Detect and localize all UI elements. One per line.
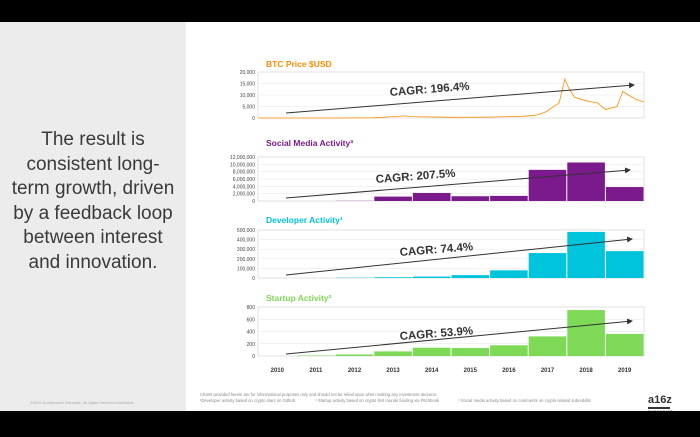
bar-2018 [567, 162, 605, 201]
chart-3: Startup Activity² 800 600 400 200 0 CAGR: 53.9… [247, 293, 645, 374]
trend-arrow [285, 82, 635, 114]
bar-2014 [412, 347, 451, 356]
bar-2014 [412, 276, 451, 278]
letterbox-bottom [0, 411, 700, 437]
y-tick-label: 200 [247, 342, 256, 348]
bar-2014 [412, 192, 451, 201]
bar-2013 [374, 277, 412, 278]
bar-2016 [490, 195, 528, 201]
bar-2019 [605, 333, 644, 356]
y-tick-label: 2,000,000 [233, 192, 255, 198]
y-tick-label: 400 [247, 330, 256, 336]
y-tick-label: 400,000 [237, 238, 255, 244]
x-tick-label: 2016 [502, 368, 516, 374]
charts-svg: BTC Price $USD 20,000 15,000 10,000 5,000 0 CA… [230, 59, 645, 374]
y-tick-label: 6,000,000 [233, 177, 255, 183]
bar-2012 [335, 354, 374, 356]
y-tick-label: 300,000 [237, 247, 255, 253]
bar-2017 [528, 336, 567, 356]
bar-2018 [567, 310, 605, 356]
y-tick-label: 0 [252, 276, 255, 282]
y-tick-label: 4,000,000 [233, 184, 255, 190]
footnote-social: ³ Social media activity based on comment… [458, 398, 591, 403]
bar-2018 [567, 231, 605, 278]
bar-2013 [374, 351, 412, 356]
y-tick-label: 0 [252, 116, 255, 122]
y-tick-label: 12,000,000 [230, 155, 255, 161]
chart-title: Social Media Activity³ [266, 138, 353, 148]
y-tick-label: 800 [247, 305, 256, 311]
x-tick-label: 2017 [541, 368, 555, 374]
footnote-developer: ¹Developer activity based on crypto star… [200, 398, 297, 403]
y-tick-label: 100,000 [237, 266, 255, 272]
x-tick-label: 2015 [464, 368, 478, 374]
y-tick-label: 10,000 [240, 93, 256, 99]
bar-2017 [528, 253, 567, 278]
chart-2: Developer Activity¹ 500,000 400,000 300,000… [237, 215, 645, 282]
chart-1: Social Media Activity³ 12,000,00010,000,0… [230, 138, 645, 205]
y-tick-label: 20,000 [240, 70, 256, 76]
bar-2013 [374, 196, 412, 201]
logo-bar [648, 407, 670, 409]
cagr-label: CAGR: 74.4% [399, 241, 473, 259]
trend-arrow [285, 318, 633, 355]
disclaimer-text: Charts provided herein are for informati… [200, 392, 438, 397]
bar-2015 [451, 275, 490, 278]
y-tick-label: 0 [252, 199, 255, 205]
bar-2019 [605, 251, 644, 278]
x-tick-label: 2019 [618, 368, 632, 374]
trend-arrow [285, 167, 631, 199]
chart-title: BTC Price $USD [266, 59, 332, 69]
bar-2016 [490, 345, 528, 356]
y-tick-label: 0 [252, 354, 255, 360]
footnote-startup: ² Startup activity based on crypto first… [315, 398, 440, 403]
logo-text: a16z [648, 394, 672, 406]
footnotes: Charts provided herein are for informati… [200, 392, 609, 404]
x-tick-label: 2018 [579, 368, 593, 374]
y-tick-label: 15,000 [240, 82, 256, 88]
cagr-label: CAGR: 207.5% [375, 168, 456, 186]
chart-title: Developer Activity¹ [266, 215, 343, 225]
bar-2019 [605, 187, 644, 201]
y-tick-label: 5,000 [242, 105, 255, 111]
y-tick-label: 200,000 [237, 257, 255, 263]
x-tick-label: 2011 [309, 368, 323, 374]
x-tick-label: 2014 [425, 368, 439, 374]
chart-0: BTC Price $USD20,00015,00010,0005,0000CA… [240, 59, 645, 122]
bar-2016 [490, 270, 528, 278]
plot-frame [257, 229, 645, 279]
copyright-text: ©2020 Andreessen Horowitz. All rights re… [30, 400, 135, 405]
chart-title: Startup Activity² [266, 293, 332, 303]
y-tick-label: 8,000,000 [233, 170, 255, 176]
trend-arrow [285, 236, 633, 276]
letterbox-top [0, 0, 700, 22]
left-panel: The result is consistent long-term growt… [0, 22, 186, 411]
cagr-label: CAGR: 53.9% [399, 325, 473, 343]
x-tick-label: 2012 [348, 368, 362, 374]
x-tick-label: 2010 [271, 368, 285, 374]
bar-2015 [451, 196, 490, 201]
x-tick-label: 2013 [386, 368, 400, 374]
y-tick-label: 10,000,000 [230, 162, 255, 168]
charts-panel: BTC Price $USD 20,000 15,000 10,000 5,000 0 CA… [186, 22, 700, 414]
btc-price-line [258, 77, 645, 119]
bar-2017 [528, 169, 567, 201]
y-tick-label: 500,000 [237, 228, 255, 234]
y-tick-label: 600 [247, 317, 256, 323]
slide-headline: The result is consistent long-term growt… [11, 129, 175, 273]
bar-2015 [451, 348, 490, 356]
